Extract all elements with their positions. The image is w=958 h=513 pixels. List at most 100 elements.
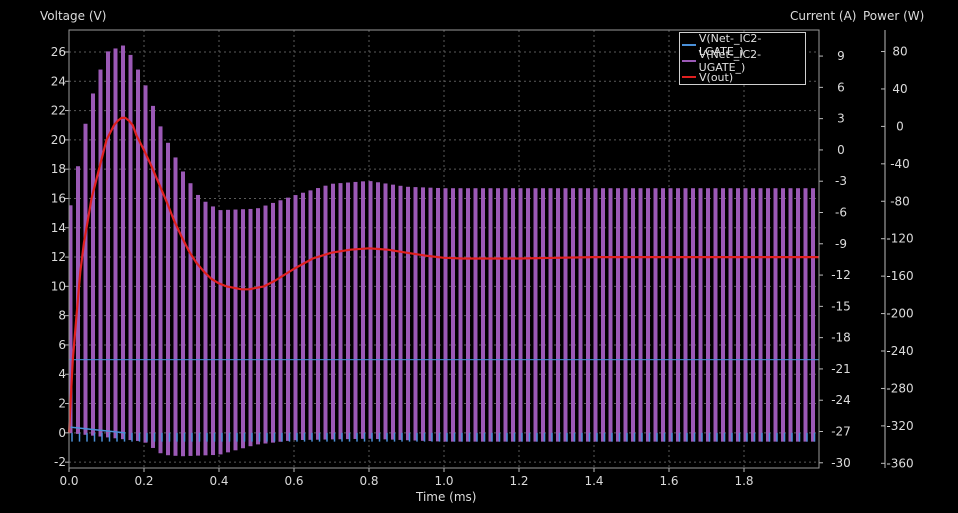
ugate-pulse bbox=[211, 206, 215, 456]
ugate-pulse bbox=[256, 208, 260, 445]
ugate-pulse bbox=[338, 183, 343, 440]
lgate-initial-ramp bbox=[68, 426, 126, 434]
y-tick-label-power: -280 bbox=[886, 381, 913, 395]
ugate-pulse bbox=[488, 188, 493, 442]
ugate-pulse bbox=[368, 181, 373, 439]
ugate-pulse bbox=[376, 182, 380, 440]
ugate-pulse bbox=[676, 188, 680, 442]
ugate-pulse bbox=[308, 190, 313, 440]
y-tick-label-left: 12 bbox=[51, 250, 66, 264]
ugate-pulse bbox=[593, 188, 598, 442]
y-tick-label-current: -9 bbox=[835, 237, 847, 251]
legend-label-vout: V(out) bbox=[699, 70, 734, 84]
ugate-pulse bbox=[736, 188, 740, 442]
ugate-pulse bbox=[428, 187, 433, 442]
ugate-pulse bbox=[98, 69, 103, 437]
ugate-pulse bbox=[151, 105, 155, 448]
y-tick-label-left: 24 bbox=[51, 74, 66, 88]
ugate-pulse bbox=[226, 209, 230, 453]
ugate-pulse bbox=[218, 210, 223, 455]
ugate-pulse bbox=[316, 188, 320, 440]
ugate-pulse bbox=[173, 157, 178, 456]
ugate-pulse bbox=[68, 205, 73, 434]
ugate-pulse bbox=[458, 188, 463, 442]
ugate-pulse bbox=[413, 187, 418, 441]
ugate-pulse bbox=[511, 188, 515, 442]
y-axis-power-title: Power (W) bbox=[863, 9, 925, 23]
series-vout-line bbox=[67, 116, 819, 433]
ugate-pulse bbox=[293, 195, 298, 441]
ugate-pulse bbox=[91, 93, 95, 436]
ugate-pulse bbox=[158, 126, 163, 454]
ugate-pulse bbox=[563, 188, 568, 442]
y-tick-label-power: 80 bbox=[892, 45, 907, 59]
series-lgate bbox=[68, 358, 819, 442]
ugate-pulse bbox=[556, 188, 560, 442]
y-tick-label-left: 18 bbox=[51, 162, 66, 176]
ugate-pulse bbox=[713, 188, 718, 442]
ugate-pulse bbox=[811, 188, 815, 442]
ugate-pulse bbox=[548, 188, 553, 442]
y-tick-label-left: 14 bbox=[51, 221, 66, 235]
y-tick-label-left: 8 bbox=[58, 309, 66, 323]
y-tick-label-power: -40 bbox=[890, 157, 910, 171]
y-tick-label-current: -6 bbox=[835, 206, 847, 220]
ugate-pulse bbox=[233, 209, 238, 451]
ugate-pulse bbox=[278, 200, 283, 442]
ugate-pulse bbox=[331, 183, 335, 440]
y-tick-label-power: 0 bbox=[896, 119, 904, 133]
ugate-pulse bbox=[781, 188, 785, 442]
ugate-pulse bbox=[166, 142, 170, 456]
x-tick-label: 0.4 bbox=[209, 474, 228, 488]
ugate-pulse bbox=[391, 184, 395, 440]
ugate-pulse bbox=[406, 186, 410, 441]
ugate-pulse bbox=[638, 188, 643, 442]
y-tick-label-current: 3 bbox=[837, 112, 845, 126]
ugate-pulse bbox=[518, 188, 523, 442]
y-tick-label-current: -27 bbox=[831, 425, 851, 439]
y-tick-label-current: -3 bbox=[835, 174, 847, 188]
ugate-pulse bbox=[128, 54, 133, 441]
ugate-pulse bbox=[263, 205, 268, 444]
ugate-pulse bbox=[526, 188, 530, 442]
legend-swatch-ugate bbox=[682, 60, 696, 62]
ugate-pulse bbox=[773, 188, 778, 442]
ugate-pulse bbox=[766, 188, 770, 442]
legend-label-ugate: V(Net-_IC2-UGATE_) bbox=[698, 48, 762, 74]
legend-item-lgate: V(Net-_IC2-LGATE_) bbox=[682, 32, 805, 58]
y-tick-label-power: -240 bbox=[886, 344, 913, 358]
ugate-pulse bbox=[203, 201, 208, 456]
x-tick-label: 0.6 bbox=[284, 474, 303, 488]
ugate-pulse bbox=[361, 181, 365, 439]
x-tick-label: 0.0 bbox=[59, 474, 78, 488]
ugate-pulse bbox=[421, 187, 425, 441]
ugate-pulse bbox=[646, 188, 650, 442]
ugate-pulse bbox=[181, 171, 185, 457]
y-tick-label-left: 22 bbox=[51, 104, 66, 118]
y-tick-label-current: -12 bbox=[831, 268, 851, 282]
legend-swatch-vout bbox=[682, 76, 696, 78]
y-tick-label-power: 40 bbox=[892, 82, 907, 96]
ugate-pulse bbox=[533, 188, 538, 442]
ugate-pulse bbox=[571, 188, 575, 442]
y-tick-label-power: -200 bbox=[886, 307, 913, 321]
ugate-pulse bbox=[346, 182, 350, 440]
ugate-pulse bbox=[788, 188, 793, 442]
ugate-pulse bbox=[616, 188, 620, 442]
ugate-pulse bbox=[631, 188, 635, 442]
y-tick-label-left: 16 bbox=[51, 191, 66, 205]
ugate-pulse bbox=[481, 188, 485, 442]
y-tick-label-current: -21 bbox=[831, 362, 851, 376]
ugate-pulse bbox=[751, 188, 755, 442]
y-tick-label-power: -320 bbox=[886, 419, 913, 433]
ugate-pulse bbox=[698, 188, 703, 442]
y-tick-label-power: -80 bbox=[890, 194, 910, 208]
y-tick-label-power: -120 bbox=[886, 232, 913, 246]
y-tick-label-left: -2 bbox=[54, 455, 66, 469]
ugate-pulse bbox=[623, 188, 628, 442]
ugate-pulse bbox=[383, 183, 388, 440]
ugate-pulse bbox=[601, 188, 605, 442]
ugate-pulse bbox=[301, 192, 305, 440]
ugate-pulse bbox=[271, 202, 275, 443]
ugate-pulse bbox=[121, 45, 125, 440]
